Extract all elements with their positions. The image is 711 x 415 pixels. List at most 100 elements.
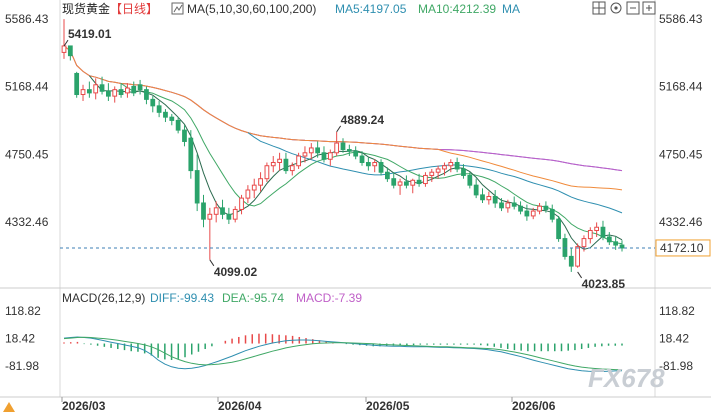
period-selector[interactable]: 【日线】: [110, 2, 158, 16]
candle: [619, 240, 625, 252]
macd-label: MACD(26,12,9): [62, 291, 145, 305]
candle: [156, 100, 162, 118]
candle: [150, 96, 156, 113]
candle: [340, 138, 346, 153]
candle: [112, 86, 118, 103]
candle: [600, 220, 606, 241]
candle: [321, 146, 327, 163]
macd-dea-line: [63, 336, 623, 371]
candle: [188, 130, 194, 179]
candle: [429, 168, 435, 182]
instrument-name: 现货黄金: [62, 1, 110, 16]
macd-tick-right: -81.98: [659, 359, 693, 373]
macd-diff-line: [63, 336, 623, 372]
candle: [106, 83, 111, 101]
candle: [74, 71, 80, 98]
candle: [296, 152, 301, 169]
candle: [530, 207, 536, 220]
macd-diff: DIFF:-99.43: [150, 291, 214, 305]
maximize-icon[interactable]: [642, 1, 656, 15]
candle: [334, 131, 340, 157]
candle: [467, 172, 473, 189]
ma-label: MA(5,10,30,60,100,200): [187, 2, 316, 16]
ma-trend-glyph: [173, 4, 183, 13]
macd-tick-right: 18.42: [659, 332, 689, 346]
candle: [131, 81, 137, 97]
candle: [226, 207, 232, 225]
ma30-line: [247, 132, 623, 214]
annotation-pointer: [63, 39, 69, 47]
candle: [207, 207, 213, 260]
candle: [575, 243, 580, 268]
watermark: FX678: [588, 363, 665, 393]
candle: [385, 167, 390, 182]
macd-tick-left: -81.98: [5, 359, 39, 373]
annotation-pointer: [336, 125, 342, 133]
candle: [270, 156, 276, 173]
candle: [511, 196, 517, 210]
candle: [486, 191, 492, 205]
candle: [365, 157, 371, 171]
candle: [499, 198, 504, 212]
macd-tick-left: 18.42: [5, 332, 35, 346]
candle: [416, 173, 422, 187]
ma5-value: MA5:4197.05: [335, 2, 407, 16]
current-price-label: 4172.10: [660, 241, 704, 255]
price-tick-left: 4750.45: [5, 147, 49, 161]
candle: [194, 154, 200, 212]
candle: [556, 215, 561, 242]
candle: [289, 162, 295, 176]
candle: [213, 201, 219, 223]
price-tick-right: 4750.45: [659, 147, 703, 161]
annotation-pointer: [577, 271, 583, 279]
candle: [480, 188, 485, 203]
x-tick-label: 2026/06: [512, 399, 556, 413]
candle: [264, 162, 270, 182]
candle: [175, 117, 181, 134]
price-tick-left: 5168.44: [5, 80, 49, 94]
candle: [613, 236, 619, 250]
macd-value: MACD:-7.39: [296, 291, 362, 305]
candle: [448, 159, 454, 173]
minimize-icon[interactable]: [626, 1, 640, 15]
grid-icon[interactable]: [592, 1, 606, 15]
x-tick-label: 2026/03: [62, 399, 106, 413]
price-tick-right: 5168.44: [659, 80, 703, 94]
candle: [435, 165, 441, 179]
candle: [125, 83, 130, 98]
candle: [524, 204, 530, 221]
candle: [239, 194, 244, 215]
candle: [137, 79, 143, 95]
price-tick-right: 4332.46: [659, 215, 703, 229]
candle: [404, 175, 409, 189]
ma-settings-icon[interactable]: [171, 2, 184, 15]
candle: [346, 144, 352, 157]
candle: [543, 201, 549, 213]
candle: [232, 206, 238, 223]
candle: [581, 235, 587, 252]
candle: [258, 172, 263, 192]
candle: [245, 185, 251, 203]
candle: [220, 199, 225, 220]
annotation-low: 4099.02: [214, 265, 258, 279]
candle: [283, 152, 289, 174]
annotation-low: 4023.85: [582, 277, 626, 291]
candle: [410, 178, 416, 194]
warning-icon: [3, 402, 15, 412]
candle: [61, 19, 67, 59]
settings-icon[interactable]: [610, 2, 622, 14]
candle: [505, 199, 511, 213]
ma5-line: [89, 75, 623, 250]
candle: [442, 162, 447, 176]
candle: [549, 204, 555, 223]
candle: [144, 86, 149, 105]
annotation-pointer: [209, 259, 215, 267]
candle: [86, 81, 92, 98]
candle: [594, 222, 600, 237]
macd-tick-left: 118.82: [5, 304, 41, 318]
annotation-high: 5419.01: [68, 27, 112, 41]
candle: [163, 109, 168, 123]
candle: [587, 227, 593, 244]
candle: [568, 248, 574, 272]
